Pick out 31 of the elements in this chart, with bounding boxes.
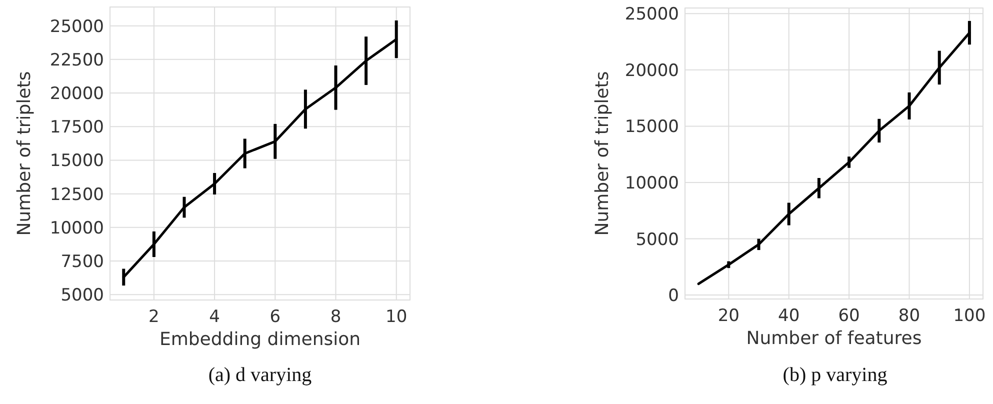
y-tick-label: 5000: [636, 230, 679, 250]
x-tick-label: 10: [386, 307, 408, 327]
y-axis-title: Number of triplets: [592, 71, 613, 236]
x-tick-label: 40: [778, 306, 800, 326]
x-axis-title: Number of features: [746, 328, 922, 349]
x-tick-label: 20: [718, 306, 740, 326]
y-tick-label: 20000: [624, 60, 679, 81]
y-tick-label: 0: [668, 286, 679, 306]
y-tick-label: 12500: [50, 184, 104, 205]
x-axis-title: Embedding dimension: [159, 329, 361, 350]
x-tick-label: 8: [330, 307, 342, 327]
x-tick-label: 4: [209, 307, 220, 327]
y-tick-label: 20000: [50, 84, 104, 104]
x-tick-label: 60: [838, 306, 860, 326]
x-tick-label: 80: [898, 306, 920, 326]
y-tick-label: 15000: [624, 117, 679, 138]
y-tick-label: 10000: [624, 173, 679, 194]
y-tick-label: 15000: [50, 151, 104, 172]
y-tick-label: 7500: [60, 252, 104, 272]
y-tick-label: 10000: [50, 218, 104, 238]
y-tick-label: 5000: [60, 286, 104, 306]
x-tick-label: 100: [953, 306, 986, 326]
y-tick-label: 17500: [50, 118, 104, 138]
x-tick-label: 2: [148, 307, 160, 327]
y-tick-label: 22500: [50, 50, 104, 70]
x-tick-label: 6: [270, 307, 281, 327]
y-tick-label: 25000: [50, 16, 104, 37]
y-axis-title: Number of triplets: [14, 71, 35, 236]
y-tick-label: 25000: [624, 4, 679, 25]
text: (b) p varying: [782, 364, 888, 386]
text: (a) d varying: [208, 364, 312, 386]
